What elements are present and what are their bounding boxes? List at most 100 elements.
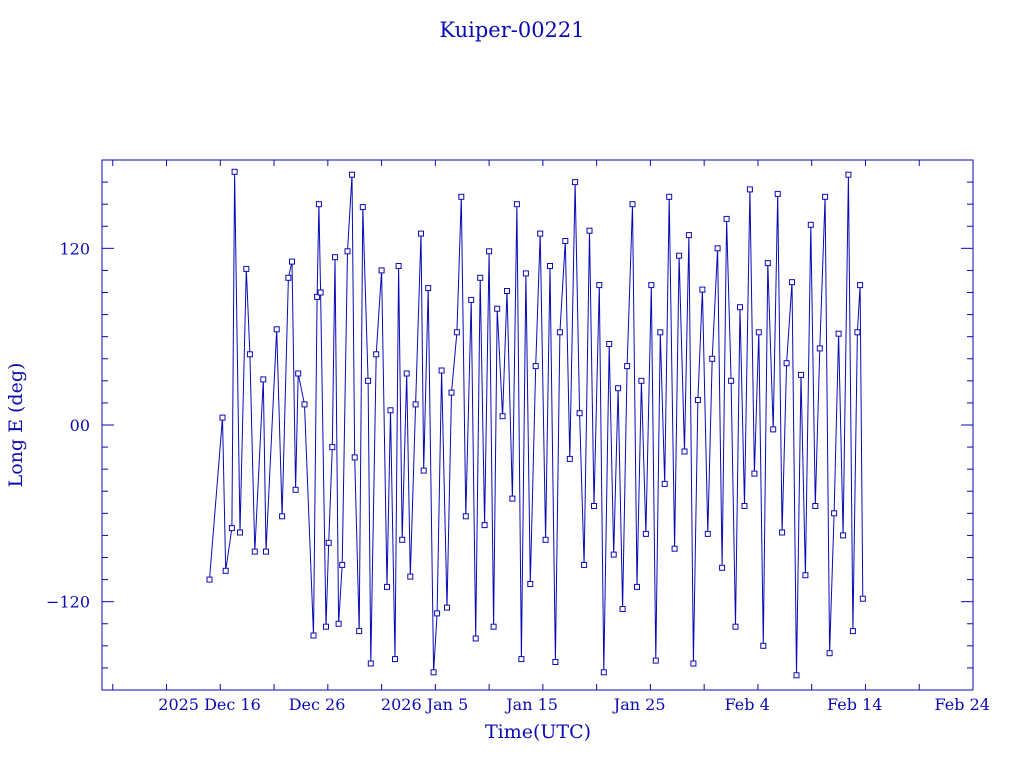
data-point xyxy=(835,330,842,337)
data-point xyxy=(448,389,455,396)
data-point xyxy=(438,367,445,374)
data-point xyxy=(552,659,559,665)
data-point xyxy=(356,628,363,635)
x-axis-title: Time(UTC) xyxy=(485,721,591,743)
data-point xyxy=(714,245,721,252)
data-point xyxy=(642,530,649,537)
data-point xyxy=(802,572,809,579)
data-point xyxy=(666,193,673,200)
data-point xyxy=(339,561,346,568)
data-point xyxy=(387,407,394,414)
x-tick-label: 2026 Jan 5 xyxy=(381,695,468,714)
data-point xyxy=(812,503,819,509)
data-point xyxy=(760,642,767,649)
data-point xyxy=(770,426,777,433)
data-point xyxy=(826,650,833,657)
data-point xyxy=(378,267,385,274)
data-point xyxy=(403,370,410,377)
data-point xyxy=(657,329,664,336)
data-point xyxy=(222,567,229,574)
data-point xyxy=(349,171,355,178)
x-tick-label: Jan 15 xyxy=(504,695,558,714)
x-tick-label: Feb 14 xyxy=(827,695,882,714)
x-tick-label: Feb 4 xyxy=(725,695,770,714)
data-point xyxy=(737,304,743,311)
data-point xyxy=(367,660,374,667)
data-point xyxy=(681,448,688,455)
data-point xyxy=(547,263,553,269)
data-point xyxy=(822,193,829,200)
data-point xyxy=(581,561,588,568)
data-point xyxy=(399,536,406,543)
data-point xyxy=(728,377,735,384)
data-point xyxy=(572,179,579,186)
data-point xyxy=(755,329,762,336)
y-axis-title: Long E (deg) xyxy=(5,363,27,488)
data-point xyxy=(468,296,475,303)
chart-title: Kuiper-00221 xyxy=(439,18,584,42)
data-point xyxy=(434,610,441,617)
data-point xyxy=(685,232,692,239)
data-point xyxy=(292,486,299,493)
data-point xyxy=(671,545,678,552)
data-point xyxy=(840,532,847,539)
data-point xyxy=(351,454,358,461)
data-point xyxy=(513,201,520,208)
data-point xyxy=(586,227,593,234)
data-point xyxy=(392,656,398,663)
data-point xyxy=(854,329,861,336)
data-point xyxy=(709,355,716,362)
data-point xyxy=(816,345,823,352)
data-point xyxy=(444,604,450,611)
x-tick-label: Jan 25 xyxy=(612,695,666,714)
data-point xyxy=(325,539,332,546)
data-point xyxy=(315,201,322,208)
data-layer xyxy=(206,168,866,679)
data-point xyxy=(310,632,317,639)
data-point xyxy=(490,623,497,630)
data-point xyxy=(314,293,321,300)
data-point xyxy=(845,171,852,178)
data-point xyxy=(624,363,631,370)
data-point xyxy=(596,282,603,289)
data-point xyxy=(425,285,432,292)
data-point xyxy=(522,270,529,277)
data-point xyxy=(690,660,697,667)
data-point xyxy=(634,583,640,590)
y-axis-ticks: 120 00 −120 xyxy=(46,181,973,669)
data-point xyxy=(751,470,758,477)
x-tick-label: Dec 26 xyxy=(289,695,346,714)
data-point xyxy=(532,363,539,370)
data-point xyxy=(335,620,342,627)
x-tick-label: Feb 24 xyxy=(935,695,990,714)
data-point xyxy=(384,583,390,590)
data-point xyxy=(472,635,479,642)
data-point xyxy=(373,351,380,358)
data-point xyxy=(279,513,286,520)
data-point xyxy=(231,168,238,175)
x-tick-label: 2025 Dec 16 xyxy=(158,695,261,714)
data-point xyxy=(323,623,329,630)
data-point xyxy=(329,444,336,451)
y-tick-label: 00 xyxy=(70,416,90,435)
data-point xyxy=(694,397,701,403)
data-point xyxy=(527,581,534,587)
data-point xyxy=(676,252,683,259)
data-point xyxy=(648,282,655,289)
data-point xyxy=(741,503,748,509)
data-point xyxy=(251,548,258,555)
data-point xyxy=(831,510,838,517)
data-point xyxy=(779,529,786,536)
data-point xyxy=(453,329,460,336)
data-point xyxy=(273,326,280,333)
data-point xyxy=(246,351,253,358)
data-point xyxy=(610,551,617,558)
data-point xyxy=(807,221,814,228)
data-point xyxy=(407,573,414,580)
data-point xyxy=(699,286,706,293)
data-point xyxy=(504,288,510,294)
data-point xyxy=(289,258,295,265)
data-point xyxy=(458,193,465,200)
data-point xyxy=(600,669,607,676)
